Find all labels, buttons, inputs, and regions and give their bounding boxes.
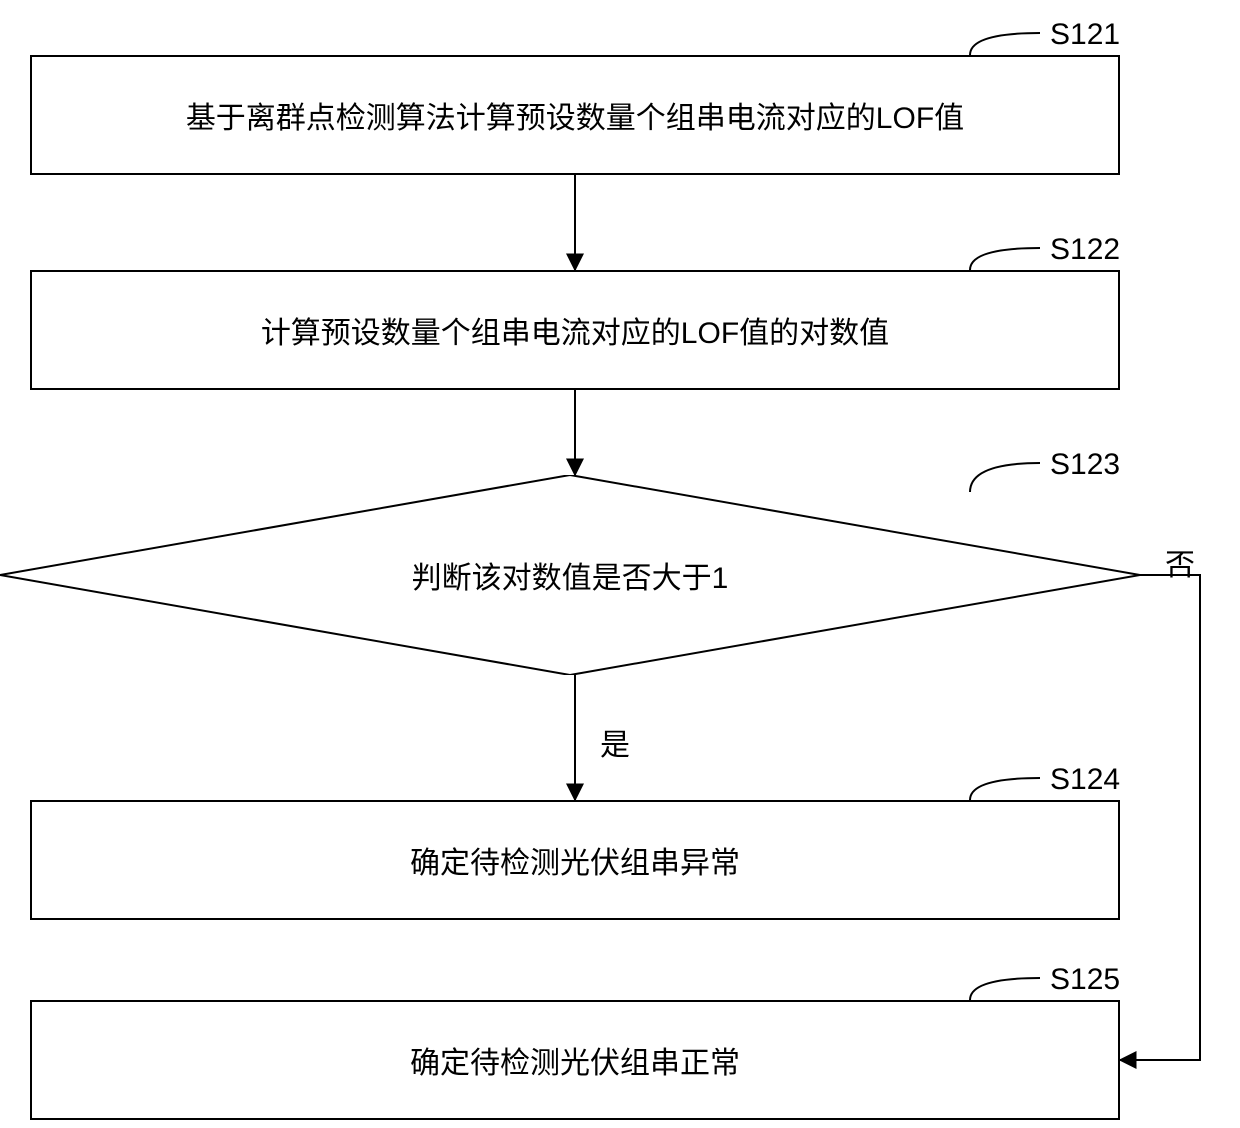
edge-label-no: 否 xyxy=(1165,540,1195,584)
edge-label-yes: 是 xyxy=(600,720,630,764)
process-s122-text: 计算预设数量个组串电流对应的LOF值的对数值 xyxy=(261,308,889,352)
leader-s122 xyxy=(970,248,1040,270)
flowchart-canvas: S121 基于离群点检测算法计算预设数量个组串电流对应的LOF值 S122 计算… xyxy=(0,0,1240,1128)
decision-s123-text: 判断该对数值是否大于1 xyxy=(0,475,1140,675)
leader-s125 xyxy=(970,978,1040,1000)
process-s122: 计算预设数量个组串电流对应的LOF值的对数值 xyxy=(30,270,1120,390)
process-s125-text: 确定待检测光伏组串正常 xyxy=(410,1038,740,1082)
step-label-s121: S121 xyxy=(1050,18,1120,52)
process-s121: 基于离群点检测算法计算预设数量个组串电流对应的LOF值 xyxy=(30,55,1120,175)
leader-s121 xyxy=(970,33,1040,55)
decision-s123: 判断该对数值是否大于1 xyxy=(0,475,1140,675)
step-label-s124: S124 xyxy=(1050,763,1120,797)
process-s121-text: 基于离群点检测算法计算预设数量个组串电流对应的LOF值 xyxy=(186,93,964,137)
process-s124-text: 确定待检测光伏组串异常 xyxy=(410,838,740,882)
process-s124: 确定待检测光伏组串异常 xyxy=(30,800,1120,920)
leader-s124 xyxy=(970,778,1040,800)
step-label-s122: S122 xyxy=(1050,233,1120,267)
step-label-s125: S125 xyxy=(1050,963,1120,997)
process-s125: 确定待检测光伏组串正常 xyxy=(30,1000,1120,1120)
